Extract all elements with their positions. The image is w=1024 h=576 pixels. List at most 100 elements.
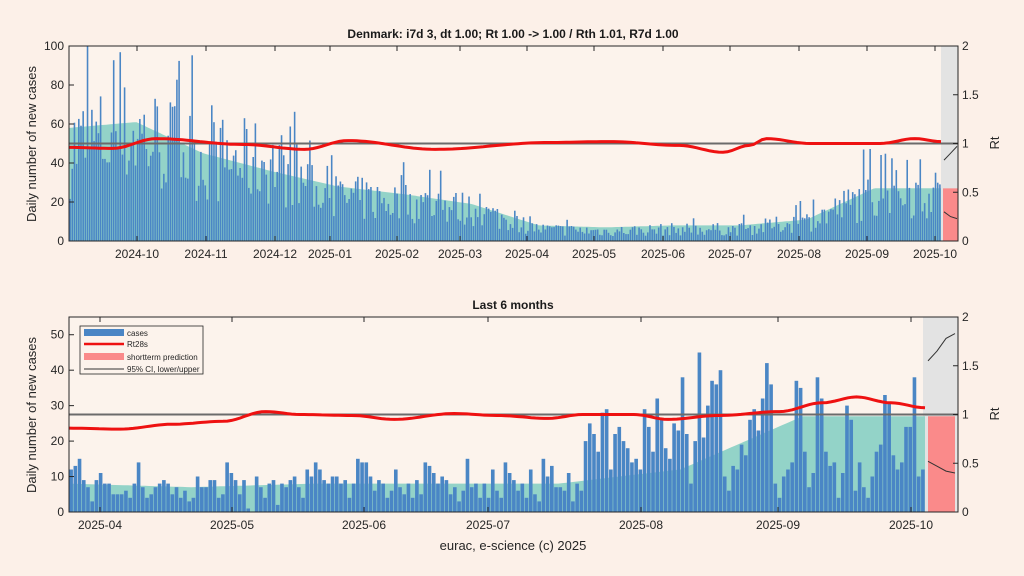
case-bar (883, 395, 887, 512)
case-bar (798, 387, 803, 512)
case-bar (638, 227, 640, 241)
top-y-axis-label: Daily number of new cases (24, 65, 39, 222)
case-bar (248, 187, 250, 241)
case-bar (106, 162, 108, 241)
case-bar (657, 227, 660, 241)
case-bar (878, 444, 883, 512)
case-bar (819, 398, 824, 512)
case-bar (468, 196, 470, 241)
case-bar (121, 154, 124, 241)
case-bar (760, 398, 765, 512)
case-bar (229, 473, 234, 512)
case-bar (461, 192, 464, 241)
y-tick-label: 40 (51, 156, 65, 170)
case-bar (490, 469, 495, 512)
case-bar (710, 380, 714, 512)
case-bar (760, 224, 762, 241)
case-bar (570, 226, 573, 241)
case-bar (426, 195, 429, 241)
case-bar (326, 483, 331, 512)
case-bar (309, 476, 314, 512)
case-bar (828, 465, 832, 512)
x-tick-label: 2025-07 (708, 247, 752, 261)
case-bar (600, 412, 605, 512)
case-bar (815, 377, 820, 512)
case-bar (91, 109, 93, 241)
case-bar (810, 231, 813, 241)
case-bar (154, 98, 156, 241)
case-bar (758, 228, 760, 241)
case-bar (663, 448, 668, 512)
case-bar (233, 480, 238, 512)
case-bar (119, 494, 124, 512)
case-bar (466, 217, 468, 241)
case-bar (592, 434, 596, 512)
case-bar (272, 144, 274, 241)
case-bar (590, 230, 592, 241)
case-bar (672, 423, 676, 512)
case-bar (377, 480, 381, 512)
case-bar (463, 224, 466, 241)
case-bar (343, 195, 346, 241)
case-bar (461, 490, 466, 512)
case-bar (99, 96, 102, 242)
case-bar (640, 229, 643, 241)
case-bar (821, 209, 823, 241)
case-bar (372, 490, 377, 512)
case-bar (73, 465, 78, 512)
case-bar (853, 490, 858, 512)
case-bar (156, 106, 159, 242)
case-bar (359, 200, 361, 241)
case-bar (769, 219, 771, 241)
case-bar (748, 419, 752, 512)
case-bar (676, 430, 681, 512)
case-bar (516, 216, 518, 241)
bottom-chart-title: Last 6 months (472, 298, 554, 312)
case-bar (638, 469, 643, 512)
case-bar (520, 227, 523, 241)
case-bar (123, 87, 126, 242)
case-bar (381, 483, 385, 512)
case-bar (139, 119, 141, 241)
case-bar (285, 207, 287, 241)
case-bar (183, 490, 187, 512)
case-bar (212, 480, 217, 512)
case-bar (575, 229, 577, 241)
case-bar (928, 193, 930, 241)
case-bar (843, 190, 845, 241)
case-bar (415, 480, 419, 512)
y-tick-label: 40 (51, 363, 65, 377)
case-bar (723, 235, 725, 241)
y-tick-label: 60 (51, 117, 65, 131)
case-bar (224, 167, 226, 241)
x-tick-label: 2024-12 (253, 247, 297, 261)
case-bar (398, 218, 401, 241)
case-bar (263, 497, 267, 512)
case-bar (444, 200, 446, 241)
case-bar (880, 155, 882, 241)
case-bar (385, 211, 387, 241)
y-tick-label: 0 (57, 234, 64, 248)
y2-tick-label: 2 (962, 39, 969, 53)
case-bar (246, 508, 251, 512)
y-tick-label: 20 (51, 434, 65, 448)
case-bar (690, 232, 693, 241)
case-bar (465, 458, 470, 512)
case-bar (341, 184, 344, 241)
case-bar (169, 102, 172, 242)
case-bar (546, 225, 549, 241)
case-bar (607, 232, 610, 241)
case-bar (455, 193, 457, 241)
case-bar (553, 227, 555, 241)
case-bar (237, 175, 239, 241)
case-bar (904, 204, 906, 241)
case-bar (356, 458, 360, 512)
top-chart-title: Denmark: i7d 3, dt 1.00; Rt 1.00 -> 1.00… (347, 27, 678, 41)
case-bar (729, 232, 732, 241)
case-bar (483, 214, 486, 241)
case-bar (165, 182, 167, 241)
case-bar (365, 182, 368, 241)
y-tick-label: 20 (51, 195, 65, 209)
case-bar (535, 224, 538, 241)
case-bar (160, 188, 163, 241)
